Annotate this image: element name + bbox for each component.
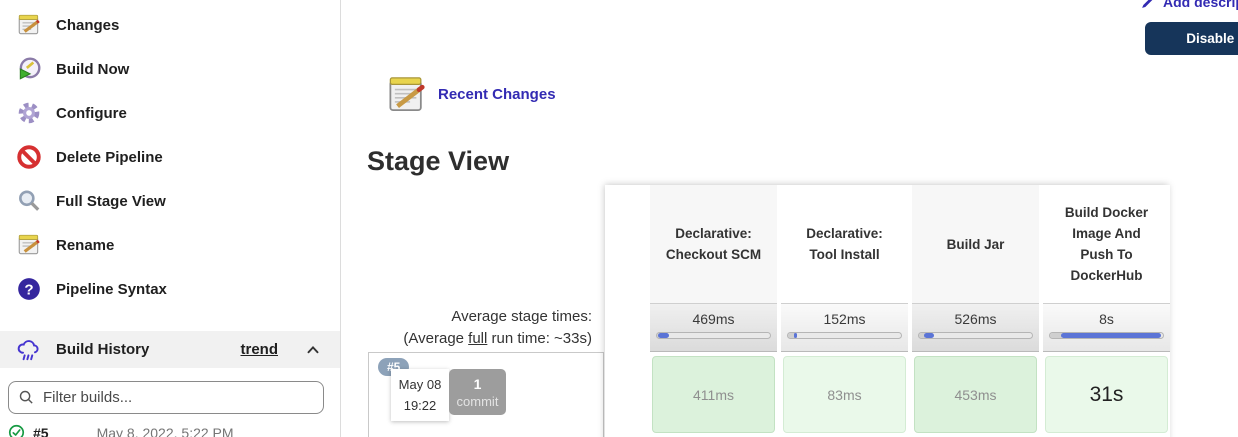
sidebar-item-label: Pipeline Syntax (56, 280, 167, 298)
build-now-icon (19, 57, 41, 80)
cloud-rain-icon (17, 339, 39, 360)
commit-count: 1 (473, 375, 482, 392)
stage-cell: 453ms (912, 352, 1039, 437)
stage-header: Declarative: Tool Install (781, 185, 908, 303)
avg-stage-time-cell: 526ms (912, 303, 1039, 352)
sidebar-item-rename[interactable]: Rename (0, 223, 340, 267)
sidebar-item-label: Configure (56, 104, 127, 122)
stage-header: Declarative: Checkout SCM (650, 185, 777, 303)
build-date-cell[interactable]: May 08 19:22 (391, 369, 449, 421)
avg-caption-line2: (Average full run time: ~33s) (403, 330, 592, 347)
success-check-icon (8, 424, 25, 437)
stage-cell: 83ms (781, 352, 908, 437)
notepad-icon (18, 234, 40, 255)
search-icon (18, 389, 35, 411)
magnifier-icon (19, 190, 40, 211)
svg-text:?: ? (24, 281, 33, 298)
sidebar-item-label: Full Stage View (56, 192, 166, 210)
chevron-up-icon[interactable] (304, 341, 322, 359)
stage-result-success[interactable]: 83ms (783, 356, 906, 433)
stage-result-success[interactable]: 31s (1045, 356, 1168, 433)
disable-project-button[interactable]: Disable Project (1145, 22, 1238, 55)
trend-link[interactable]: trend (240, 341, 279, 358)
avg-stage-time-cell: 8s (1043, 303, 1170, 352)
sidebar: Changes Build Now Configure Delete (0, 0, 341, 437)
stage-time-bar (918, 332, 1033, 339)
avg-stage-time-cell: 152ms (781, 303, 908, 352)
notepad-icon (389, 77, 425, 112)
commit-label: commit (456, 393, 499, 409)
recent-changes[interactable]: Recent Changes (385, 72, 556, 116)
stage-time-bar (656, 332, 771, 339)
sidebar-item-label: Delete Pipeline (56, 148, 163, 166)
build-timestamp[interactable]: May 8, 2022, 5:22 PM (96, 424, 234, 437)
build-date: May 08 (398, 377, 442, 392)
avg-row-spacer (605, 303, 646, 352)
no-entry-icon (17, 145, 41, 169)
build-number-link[interactable]: #5 (33, 424, 49, 437)
build-history-header: Build History trend (0, 331, 340, 368)
stage-header: Build Jar (912, 185, 1039, 303)
pencil-icon (1142, 0, 1153, 8)
build-time: 19:22 (403, 398, 437, 413)
stage-time-bar (1049, 332, 1164, 339)
stage-header: Build Docker Image And Push To DockerHub (1043, 185, 1170, 303)
recent-changes-label: Recent Changes (438, 85, 556, 103)
stage-time-bar (787, 332, 902, 339)
filter-builds-wrap (8, 381, 324, 414)
stage-result-success[interactable]: 453ms (914, 356, 1037, 433)
build-row-spacer (605, 352, 646, 437)
sidebar-item-label: Rename (56, 236, 115, 254)
sidebar-item-configure[interactable]: Configure (0, 91, 340, 135)
sidebar-item-delete-pipeline[interactable]: Delete Pipeline (0, 135, 340, 179)
sidebar-item-label: Build Now (56, 60, 130, 78)
build-row-panel: #5 May 08 19:22 1 commit (368, 352, 604, 437)
sidebar-item-full-stage-view[interactable]: Full Stage View (0, 179, 340, 223)
table-header-spacer (605, 185, 646, 303)
question-icon: ? (18, 278, 40, 300)
stage-view-table: Declarative: Checkout SCM Declarative: T… (605, 185, 1170, 437)
sidebar-item-changes[interactable]: Changes (0, 3, 340, 47)
gear-icon (18, 102, 40, 124)
stage-result-success[interactable]: 411ms (652, 356, 775, 433)
avg-caption-line1: Average stage times: (451, 308, 592, 325)
build-history-entry: #5 May 8, 2022, 5:22 PM (0, 414, 340, 437)
sidebar-item-pipeline-syntax[interactable]: ? Pipeline Syntax (0, 267, 340, 311)
stage-view-title: Stage View (367, 146, 510, 176)
notepad-icon (18, 14, 40, 35)
sidebar-item-label: Changes (56, 16, 120, 34)
add-description-link[interactable]: Add description (1140, 0, 1238, 10)
filter-builds-input[interactable] (8, 381, 324, 414)
stage-cell: 411ms (650, 352, 777, 437)
stage-cell: 31s (1043, 352, 1170, 437)
sidebar-item-build-now[interactable]: Build Now (0, 47, 340, 91)
main-content: Add description Disable Project Recent C… (342, 0, 1238, 437)
commit-count-box[interactable]: 1 commit (449, 369, 506, 415)
avg-stage-time-cell: 469ms (650, 303, 777, 352)
average-stage-times-caption: Average stage times: (Average full run t… (380, 306, 592, 350)
add-description-label: Add description (1163, 0, 1238, 10)
build-history-title: Build History (56, 341, 150, 358)
